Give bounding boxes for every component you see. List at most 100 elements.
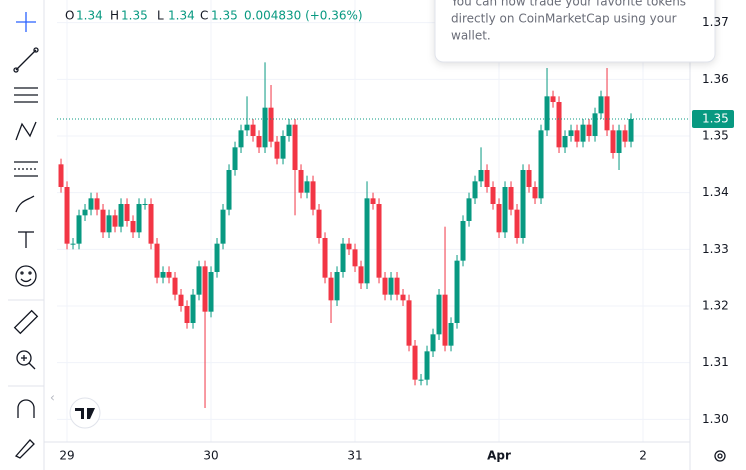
candle-body (418, 379, 424, 381)
candle-body (382, 277, 388, 295)
magnet-tool[interactable] (17, 399, 35, 418)
ohlc-label: H (110, 9, 119, 23)
brush-tool[interactable] (15, 195, 35, 213)
emoji-tool[interactable] (15, 265, 37, 287)
candle-body (592, 113, 598, 136)
candle-body (82, 209, 88, 216)
candle-body (124, 204, 130, 221)
y-tick-label: 1.37 (702, 15, 729, 29)
candle-body (202, 266, 208, 312)
candle-body (514, 209, 520, 238)
pattern-tool[interactable] (15, 121, 37, 141)
candle-body (106, 215, 112, 233)
candle-body (322, 238, 328, 278)
candle-body (196, 266, 202, 295)
ruler-tool[interactable] (13, 309, 39, 335)
ohlc-label: L (157, 9, 164, 23)
ohlc-value: 1.35 (121, 9, 148, 23)
candle-body (184, 306, 190, 323)
candle-body (148, 204, 154, 244)
candle-body (292, 124, 298, 170)
popup-text: wallet. (451, 29, 491, 43)
candle-body (442, 294, 448, 346)
zoom-tool[interactable] (16, 350, 36, 370)
candle-body (472, 181, 478, 199)
candle-body (160, 272, 166, 278)
y-tick-label: 1.30 (702, 412, 729, 426)
candle-body (208, 272, 214, 312)
x-tick-label: 2 (639, 449, 647, 463)
candle-body (358, 266, 364, 284)
crosshair-tool[interactable] (16, 12, 36, 32)
candle-body (238, 130, 244, 148)
candle-body (580, 124, 586, 142)
ohlc-value: 1.35 (211, 9, 238, 23)
candle-body (616, 130, 622, 153)
candle-body (376, 204, 382, 278)
candle-body (304, 181, 310, 193)
fib-tool[interactable] (14, 161, 38, 177)
candle-body (352, 249, 358, 267)
candle-body (334, 272, 340, 301)
candle-body (94, 198, 100, 210)
y-tick-label: 1.35 (702, 129, 729, 143)
ohlc-change: 0.004830 (+0.36%) (244, 9, 363, 23)
candle-body (58, 164, 64, 187)
candle-body (556, 102, 562, 148)
candle-body (298, 170, 304, 193)
candle-body (424, 351, 430, 380)
collapse-arrow[interactable]: ‹ (50, 391, 55, 405)
candle-body (154, 243, 160, 278)
candle-body (412, 345, 418, 380)
x-tick-label: 29 (59, 449, 74, 463)
candle-body (622, 130, 628, 142)
candle-body (364, 198, 370, 284)
candle-body (454, 260, 460, 323)
candle-body (262, 107, 268, 148)
candle-body (448, 323, 454, 346)
candle-body (70, 243, 76, 245)
candle-body (628, 119, 634, 142)
y-tick-label: 1.36 (702, 72, 729, 86)
logo[interactable] (69, 397, 101, 429)
edit-tool[interactable] (14, 439, 35, 459)
candle-body (484, 170, 490, 187)
y-tick-label: 1.34 (702, 185, 729, 199)
candle-body (130, 221, 136, 233)
candle-body (316, 209, 322, 238)
candle-body (274, 141, 280, 159)
candle-body (610, 130, 616, 153)
candle-body (430, 334, 436, 352)
text-tool[interactable] (18, 231, 34, 248)
y-tick-label: 1.32 (702, 299, 729, 313)
candle-body (214, 243, 220, 272)
candle-body (604, 96, 610, 131)
toolbar (8, 0, 45, 470)
candle-body (88, 198, 94, 210)
candle-body (568, 130, 574, 136)
candle-body (436, 294, 442, 335)
candle-body (232, 147, 238, 170)
candle-body (172, 277, 178, 295)
trend-line-tool[interactable] (13, 47, 39, 73)
candle-body (268, 107, 274, 142)
candle-body (340, 243, 346, 272)
candle-body (550, 96, 556, 102)
candle-body (394, 277, 400, 295)
plot-area (57, 0, 690, 442)
candle-body (496, 204, 502, 233)
candle-body (244, 124, 250, 131)
candle-body (370, 198, 376, 204)
popup-text: directly on CoinMarketCap using your (451, 12, 677, 26)
settings[interactable] (714, 450, 726, 462)
candle-body (220, 209, 226, 244)
last-price-badge (692, 110, 734, 128)
candle-body (508, 187, 514, 210)
candle-body (562, 136, 568, 148)
candle-body (166, 272, 172, 278)
candle-body (250, 124, 256, 136)
candle-body (526, 170, 532, 187)
lines-tool[interactable] (14, 87, 38, 103)
candle-body (256, 136, 262, 148)
